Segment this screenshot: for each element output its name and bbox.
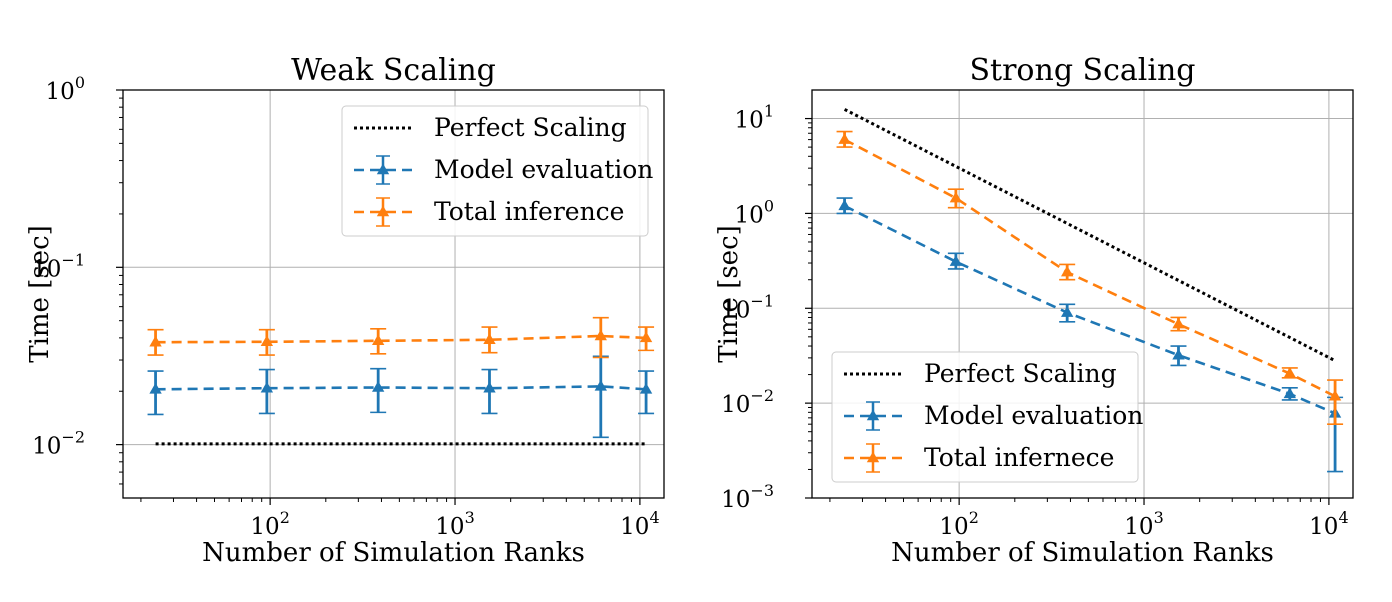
data-point xyxy=(1283,367,1296,378)
data-point xyxy=(949,191,963,203)
plot-frame xyxy=(122,89,665,499)
x-tick-label: 104 xyxy=(620,508,659,540)
data-point xyxy=(1172,348,1185,360)
legend-frame xyxy=(831,351,1139,483)
x-tick-label-exponent: 2 xyxy=(969,508,979,527)
data-point xyxy=(1060,306,1074,317)
legend-label: Total infernece xyxy=(924,443,1114,472)
data-point xyxy=(371,334,385,346)
y-tick-label-base: 10 xyxy=(721,392,750,418)
x-tick-label: 102 xyxy=(250,508,289,540)
x-tick-label-exponent: 3 xyxy=(1154,508,1164,527)
y-tick-label-exponent: 1 xyxy=(764,102,774,121)
y-tick-label-exponent: −2 xyxy=(750,386,774,405)
legend: Perfect Scaling Model evaluation Total inf… xyxy=(831,351,1143,483)
y-tick-label: 10−1 xyxy=(32,250,85,282)
y-tick-label: 100 xyxy=(735,196,774,228)
chart-title: Weak Scaling xyxy=(291,53,496,88)
x-tick-label-base: 10 xyxy=(1309,514,1338,540)
legend-label: Perfect Scaling xyxy=(924,359,1117,388)
legend-marker xyxy=(866,409,880,421)
x-tick-label-exponent: 4 xyxy=(649,508,659,527)
y-tick-label-exponent: −2 xyxy=(61,428,85,447)
y-tick-label-base: 10 xyxy=(46,79,75,105)
x-tick-label-exponent: 2 xyxy=(280,508,290,527)
data-point xyxy=(1328,389,1342,401)
y-axis-label: Time [sec] xyxy=(714,225,744,363)
x-tick-label-base: 10 xyxy=(1124,514,1153,540)
series-line xyxy=(844,204,1336,415)
data-point xyxy=(594,329,607,341)
series-line xyxy=(155,385,647,391)
x-axis-label: Number of Simulation Ranks xyxy=(202,538,585,568)
data-point xyxy=(838,133,851,144)
series-2 xyxy=(147,355,655,439)
data-point xyxy=(149,382,162,394)
x-tick-label-base: 10 xyxy=(620,514,649,540)
y-tick-label-base: 10 xyxy=(735,108,764,134)
y-tick-label: 10−2 xyxy=(721,386,774,418)
data-point xyxy=(838,199,851,211)
series-3 xyxy=(147,316,655,359)
data-point xyxy=(639,382,653,394)
legend-marker xyxy=(866,451,880,463)
data-point xyxy=(371,380,385,392)
x-tick-label-exponent: 4 xyxy=(1338,508,1348,527)
x-tick-label: 103 xyxy=(435,508,474,540)
legend-label: Total inference xyxy=(434,197,624,226)
data-point xyxy=(260,381,274,393)
series-line xyxy=(155,334,647,344)
chart-title: Strong Scaling xyxy=(969,53,1195,88)
series-1 xyxy=(843,108,1336,363)
y-tick-label-exponent: 0 xyxy=(764,196,774,215)
y-tick-label: 10−3 xyxy=(721,481,774,513)
x-axis-label: Number of Simulation Ranks xyxy=(891,538,1274,568)
data-point xyxy=(483,333,496,345)
legend-label: Model evaluation xyxy=(434,155,653,184)
data-point xyxy=(1060,265,1074,277)
plot-frame xyxy=(811,89,1354,499)
legend-label: Perfect Scaling xyxy=(434,113,627,142)
y-tick-label-exponent: 0 xyxy=(75,73,85,92)
legend-marker xyxy=(376,163,390,175)
y-tick-label: 10−2 xyxy=(32,428,85,460)
y-tick-label-base: 10 xyxy=(735,202,764,228)
data-point xyxy=(260,335,274,347)
data-point xyxy=(149,335,162,347)
x-tick-label-exponent: 3 xyxy=(465,508,475,527)
x-tick-label-base: 10 xyxy=(250,514,279,540)
legend-frame xyxy=(341,105,649,237)
y-tick-label-base: 10 xyxy=(32,256,61,282)
x-tick-label: 102 xyxy=(939,508,978,540)
x-tick-label: 104 xyxy=(1309,508,1348,540)
x-tick-label: 103 xyxy=(1124,508,1163,540)
data-point xyxy=(594,379,607,391)
legend-label: Model evaluation xyxy=(924,401,1143,430)
y-tick-label-base: 10 xyxy=(32,434,61,460)
series-line xyxy=(843,108,1336,363)
legend-marker xyxy=(376,205,390,217)
y-tick-label-base: 10 xyxy=(721,487,750,513)
legend: Perfect Scaling Model evaluation Total inf… xyxy=(341,105,653,237)
y-tick-label-base: 10 xyxy=(721,297,750,323)
y-tick-label-exponent: −1 xyxy=(750,291,774,310)
series-3 xyxy=(836,130,1344,425)
y-tick-label: 100 xyxy=(46,73,85,105)
y-axis-label: Time [sec] xyxy=(25,225,55,363)
x-tick-label-base: 10 xyxy=(939,514,968,540)
x-tick-label-base: 10 xyxy=(435,514,464,540)
data-point xyxy=(1283,387,1296,399)
y-tick-label: 101 xyxy=(735,102,774,134)
data-point xyxy=(639,331,653,343)
data-point xyxy=(949,255,963,266)
data-point xyxy=(1172,317,1185,329)
data-point xyxy=(483,381,496,393)
y-tick-label: 10−1 xyxy=(721,291,774,323)
y-tick-label-exponent: −3 xyxy=(750,481,774,500)
y-tick-label-exponent: −1 xyxy=(61,250,85,269)
